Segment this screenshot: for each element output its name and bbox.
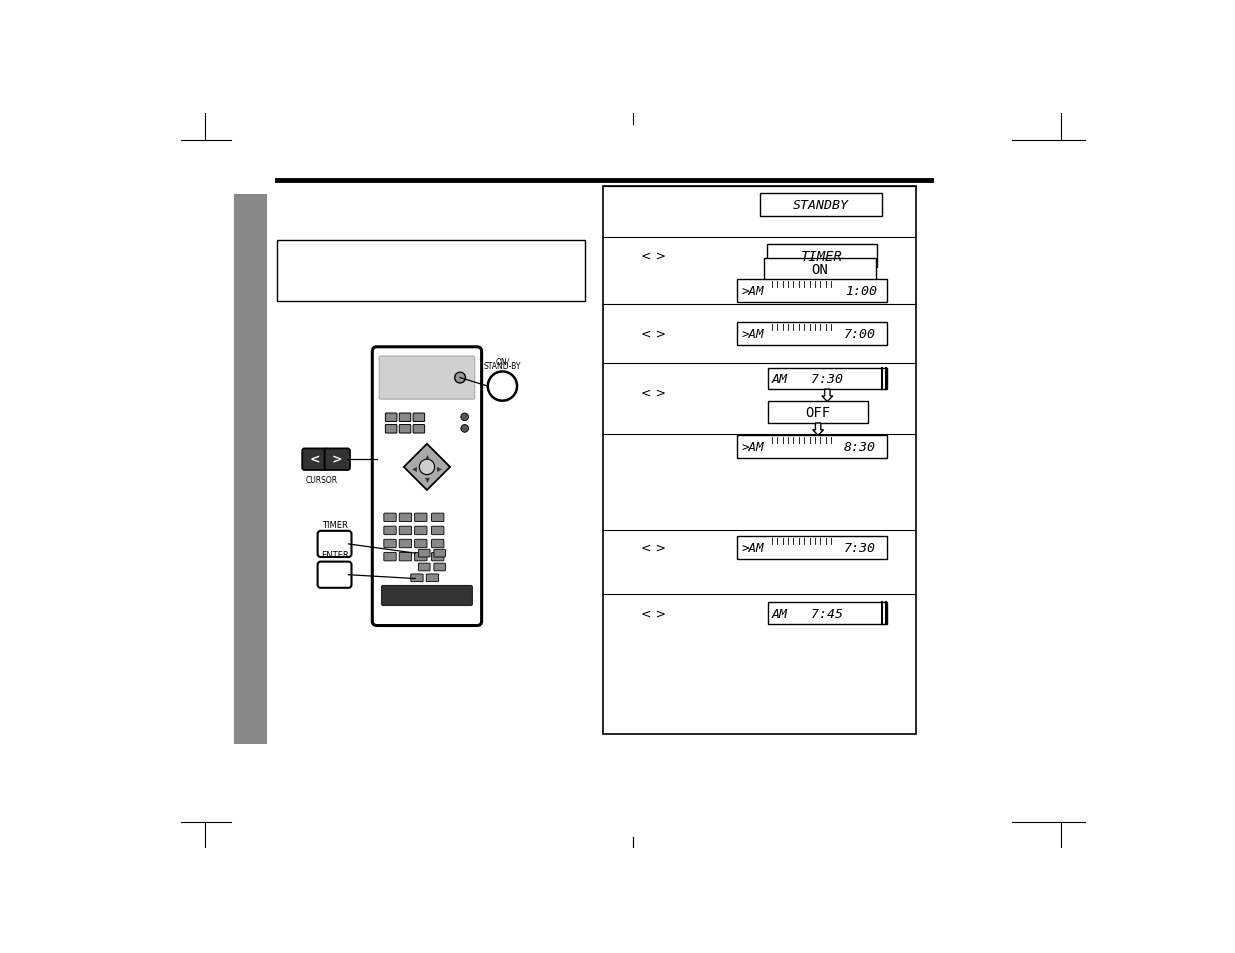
- FancyBboxPatch shape: [415, 553, 427, 561]
- FancyBboxPatch shape: [384, 527, 396, 535]
- Text: ◂: ◂: [412, 462, 417, 473]
- FancyBboxPatch shape: [431, 514, 443, 522]
- Text: ▴: ▴: [425, 451, 430, 461]
- FancyBboxPatch shape: [419, 550, 430, 558]
- Text: < >: < >: [641, 607, 666, 620]
- FancyBboxPatch shape: [379, 356, 474, 399]
- Bar: [737, 323, 888, 346]
- FancyBboxPatch shape: [385, 414, 396, 422]
- FancyBboxPatch shape: [399, 553, 411, 561]
- FancyBboxPatch shape: [384, 553, 396, 561]
- Bar: [603, 187, 916, 735]
- FancyBboxPatch shape: [382, 586, 473, 606]
- FancyBboxPatch shape: [411, 575, 424, 582]
- Bar: [737, 537, 888, 559]
- Text: < >: < >: [641, 386, 666, 399]
- FancyBboxPatch shape: [415, 514, 427, 522]
- Polygon shape: [813, 423, 824, 436]
- Text: AM   7:45: AM 7:45: [772, 607, 844, 620]
- FancyBboxPatch shape: [399, 425, 411, 434]
- FancyBboxPatch shape: [431, 553, 443, 561]
- Text: ▾: ▾: [425, 474, 430, 484]
- FancyBboxPatch shape: [325, 449, 350, 471]
- FancyBboxPatch shape: [431, 539, 443, 548]
- Text: 7:00: 7:00: [844, 328, 876, 341]
- FancyBboxPatch shape: [385, 425, 396, 434]
- FancyBboxPatch shape: [399, 514, 411, 522]
- Text: < >: < >: [641, 541, 666, 555]
- FancyBboxPatch shape: [433, 563, 446, 571]
- Bar: [737, 280, 888, 303]
- FancyBboxPatch shape: [372, 348, 482, 626]
- FancyBboxPatch shape: [384, 539, 396, 548]
- Text: OFF: OFF: [805, 406, 831, 420]
- Bar: [768, 368, 888, 390]
- FancyBboxPatch shape: [399, 527, 411, 535]
- Text: STANDBY: STANDBY: [793, 198, 850, 212]
- Circle shape: [461, 425, 468, 433]
- Circle shape: [419, 459, 435, 476]
- FancyBboxPatch shape: [412, 425, 425, 434]
- Text: ENTER: ENTER: [321, 551, 348, 559]
- FancyBboxPatch shape: [399, 539, 411, 548]
- Bar: [761, 193, 882, 216]
- Circle shape: [488, 372, 517, 401]
- Text: 1:00: 1:00: [845, 285, 877, 297]
- Text: TIMER: TIMER: [800, 250, 842, 264]
- Bar: [235, 194, 267, 744]
- Bar: [277, 240, 585, 302]
- Bar: [767, 245, 877, 268]
- FancyBboxPatch shape: [415, 527, 427, 535]
- Text: ON/: ON/: [495, 356, 510, 366]
- Text: >AM: >AM: [741, 541, 763, 555]
- FancyBboxPatch shape: [412, 414, 425, 422]
- Circle shape: [454, 373, 466, 383]
- Bar: [768, 402, 868, 423]
- FancyBboxPatch shape: [431, 527, 443, 535]
- FancyBboxPatch shape: [419, 563, 430, 571]
- Text: 8:30: 8:30: [844, 441, 876, 454]
- Text: AM   7:30: AM 7:30: [772, 373, 844, 385]
- FancyBboxPatch shape: [399, 414, 411, 422]
- Polygon shape: [404, 444, 450, 491]
- Text: < >: < >: [641, 328, 666, 341]
- FancyBboxPatch shape: [433, 550, 446, 558]
- FancyBboxPatch shape: [384, 514, 396, 522]
- Text: >: >: [332, 454, 342, 466]
- Bar: [737, 436, 888, 459]
- FancyBboxPatch shape: [317, 562, 352, 588]
- Text: STAND-BY: STAND-BY: [484, 361, 521, 371]
- Text: < >: < >: [641, 251, 666, 263]
- Text: <: <: [309, 454, 320, 466]
- Bar: [768, 603, 888, 624]
- Text: ON: ON: [811, 263, 829, 276]
- Circle shape: [461, 414, 468, 421]
- FancyBboxPatch shape: [426, 575, 438, 582]
- Text: >AM: >AM: [741, 441, 763, 454]
- Text: 7:30: 7:30: [844, 541, 876, 555]
- Text: CURSOR: CURSOR: [305, 476, 337, 484]
- Bar: [764, 259, 876, 280]
- FancyBboxPatch shape: [317, 531, 352, 558]
- Polygon shape: [815, 280, 825, 293]
- Text: >AM: >AM: [741, 328, 763, 341]
- Text: ▸: ▸: [437, 462, 442, 473]
- Text: >AM: >AM: [741, 285, 763, 297]
- FancyBboxPatch shape: [303, 449, 327, 471]
- FancyBboxPatch shape: [415, 539, 427, 548]
- Polygon shape: [823, 390, 832, 402]
- Text: TIMER: TIMER: [321, 520, 347, 529]
